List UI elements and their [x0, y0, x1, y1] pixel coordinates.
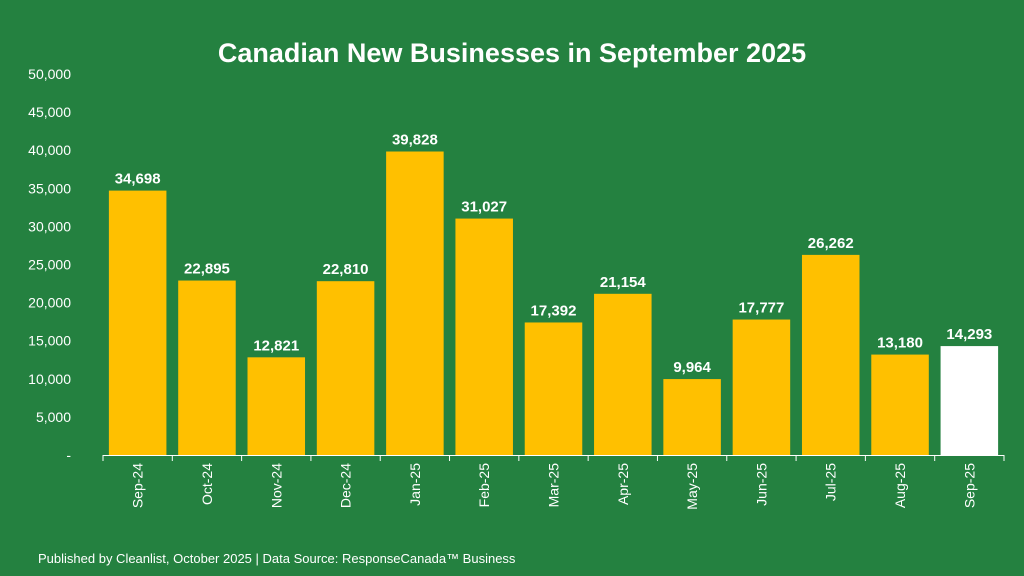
- x-tick-label: Feb-25: [476, 463, 492, 508]
- data-label: 14,293: [946, 326, 992, 343]
- data-label: 12,821: [253, 337, 299, 354]
- data-label: 34,698: [115, 171, 161, 188]
- data-label: 9,964: [673, 359, 711, 376]
- x-tick-label: Aug-25: [892, 463, 908, 508]
- bar: [178, 280, 236, 455]
- chart-title: Canadian New Businesses in September 202…: [217, 38, 807, 68]
- bar: [940, 346, 999, 455]
- bar: [524, 322, 583, 455]
- data-label: 22,810: [323, 261, 369, 278]
- y-tick-label: 5,000: [36, 409, 71, 425]
- x-tick-label: Apr-25: [615, 463, 631, 505]
- x-tick-label: May-25: [684, 463, 700, 510]
- bar: [108, 190, 167, 455]
- x-tick-label: Dec-24: [338, 463, 354, 508]
- x-tick-label: Mar-25: [546, 463, 562, 508]
- x-tick-label: Jun-25: [753, 463, 769, 506]
- y-tick-label: 35,000: [28, 180, 71, 196]
- y-tick-label: 25,000: [28, 257, 71, 273]
- x-tick-label: Sep-24: [130, 463, 146, 508]
- y-tick-label: 15,000: [28, 333, 71, 349]
- x-tick-label: Nov-24: [268, 463, 284, 508]
- y-tick-label: 40,000: [28, 142, 71, 158]
- bar: [663, 379, 721, 455]
- bar: [386, 151, 444, 456]
- bar: [316, 281, 375, 455]
- x-tick-label: Jan-25: [407, 463, 423, 506]
- y-tick-label: -: [66, 447, 71, 463]
- data-label: 26,262: [808, 235, 854, 252]
- bar: [594, 293, 652, 455]
- y-tick-label: 50,000: [28, 66, 71, 82]
- y-tick-label: 45,000: [28, 104, 71, 120]
- data-label: 13,180: [877, 335, 923, 352]
- data-label: 31,027: [461, 199, 507, 216]
- y-tick-label: 20,000: [28, 295, 71, 311]
- data-label: 39,828: [392, 132, 438, 149]
- bar: [871, 354, 929, 455]
- x-tick-label: Sep-25: [961, 463, 977, 508]
- bar: [732, 319, 791, 455]
- data-label: 17,777: [738, 300, 784, 317]
- x-tick-label: Jul-25: [823, 463, 839, 501]
- data-label: 17,392: [531, 302, 577, 319]
- bar: [247, 357, 306, 455]
- y-tick-label: 10,000: [28, 371, 71, 387]
- data-label: 21,154: [600, 274, 647, 291]
- x-tick-label: Oct-24: [199, 463, 215, 505]
- bar: [801, 254, 860, 455]
- footer-source: Published by Cleanlist, October 2025 | D…: [38, 551, 516, 566]
- bar: [455, 218, 513, 455]
- data-label: 22,895: [184, 261, 230, 278]
- y-tick-label: 30,000: [28, 218, 71, 234]
